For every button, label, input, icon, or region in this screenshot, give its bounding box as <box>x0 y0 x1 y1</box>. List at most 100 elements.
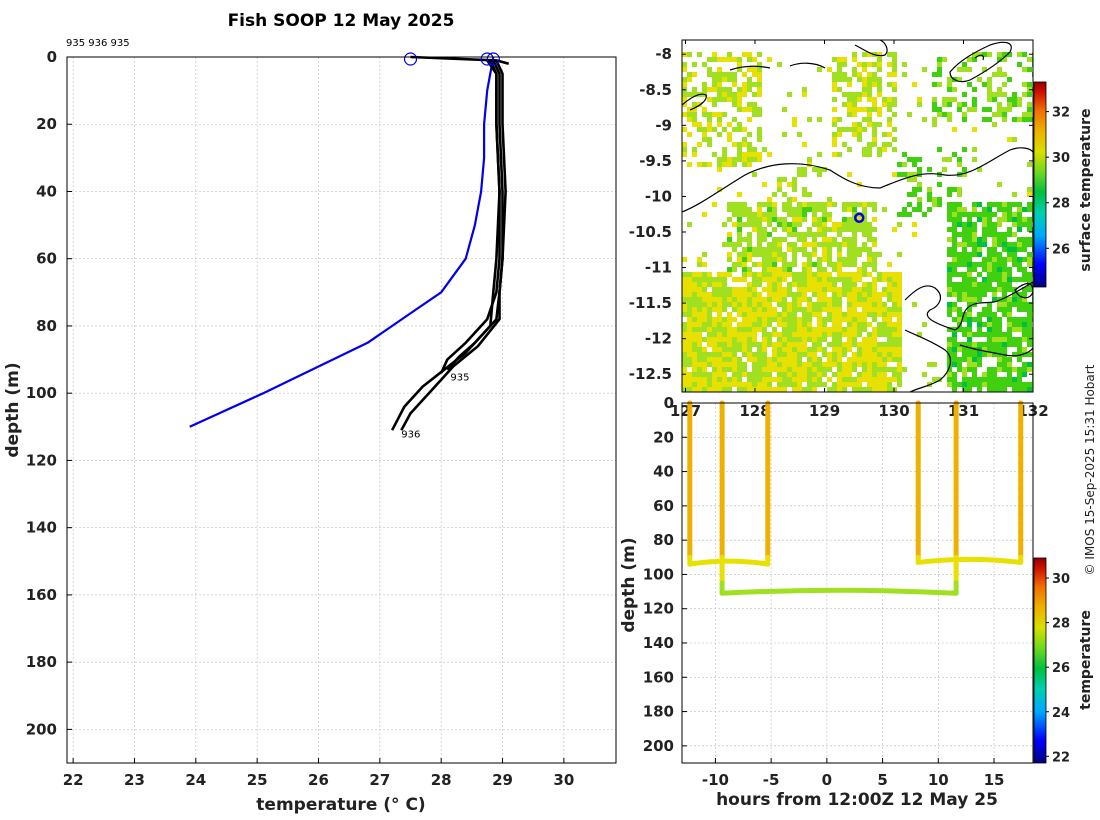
map-sst-pixel <box>847 222 852 227</box>
map-sst-pixel <box>727 162 732 167</box>
map-sst-pixel <box>952 252 957 257</box>
map-sst-pixel <box>852 387 857 392</box>
map-sst-pixel <box>842 317 847 322</box>
map-sst-pixel <box>952 207 957 212</box>
map-sst-pixel <box>912 232 917 237</box>
map-sst-pixel <box>852 252 857 257</box>
map-sst-pixel <box>817 242 822 247</box>
map-sst-pixel <box>1017 207 1022 212</box>
map-sst-pixel <box>947 247 952 252</box>
profile-y-tick-label: 20 <box>36 115 57 133</box>
map-sst-pixel <box>747 352 752 357</box>
map-sst-pixel <box>742 87 747 92</box>
map-sst-pixel <box>852 362 857 367</box>
map-sst-pixel <box>897 302 902 307</box>
map-sst-pixel <box>727 52 732 57</box>
map-sst-pixel <box>772 297 777 302</box>
map-sst-pixel <box>982 217 987 222</box>
map-sst-pixel <box>697 317 702 322</box>
map-sst-pixel <box>772 227 777 232</box>
map-sst-pixel <box>932 202 937 207</box>
map-sst-pixel <box>687 92 692 97</box>
map-sst-pixel <box>697 367 702 372</box>
map-sst-pixel <box>997 232 1002 237</box>
map-sst-pixel <box>737 152 742 157</box>
map-sst-pixel <box>857 122 862 127</box>
map-sst-pixel <box>1022 257 1027 262</box>
map-sst-pixel <box>797 237 802 242</box>
map-sst-pixel <box>822 337 827 342</box>
map-sst-pixel <box>1007 107 1012 112</box>
map-sst-pixel <box>702 62 707 67</box>
map-sst-pixel <box>832 322 837 327</box>
section-y-tick-label: 160 <box>643 668 674 686</box>
map-sst-pixel <box>972 157 977 162</box>
map-sst-pixel <box>707 127 712 132</box>
map-sst-pixel <box>887 332 892 337</box>
map-sst-pixel <box>947 202 952 207</box>
map-sst-pixel <box>872 382 877 387</box>
map-sst-pixel <box>882 102 887 107</box>
map-sst-pixel <box>807 252 812 257</box>
map-sst-pixel <box>687 297 692 302</box>
map-sst-pixel <box>877 332 882 337</box>
map-sst-pixel <box>827 332 832 337</box>
map-sst-pixel <box>992 277 997 282</box>
map-sst-pixel <box>872 302 877 307</box>
map-sst-pixel <box>887 367 892 372</box>
map-sst-pixel <box>962 332 967 337</box>
map-sst-pixel <box>817 327 822 332</box>
map-sst-pixel <box>687 332 692 337</box>
map-sst-pixel <box>942 112 947 117</box>
map-sst-pixel <box>707 317 712 322</box>
map-sst-pixel <box>987 317 992 322</box>
map-sst-pixel <box>1007 267 1012 272</box>
map-sst-pixel <box>777 247 782 252</box>
map-sst-pixel <box>817 382 822 387</box>
map-sst-pixel <box>752 367 757 372</box>
map-sst-pixel <box>1027 92 1032 97</box>
map-sst-pixel <box>742 262 747 267</box>
map-sst-pixel <box>1002 242 1007 247</box>
map-sst-pixel <box>707 307 712 312</box>
map-sst-pixel <box>747 272 752 277</box>
map-sst-pixel <box>932 72 937 77</box>
map-sst-pixel <box>957 292 962 297</box>
map-sst-pixel <box>882 347 887 352</box>
map-sst-pixel <box>967 382 972 387</box>
map-sst-pixel <box>817 262 822 267</box>
map-sst-pixel <box>817 292 822 297</box>
map-sst-pixel <box>1007 377 1012 382</box>
map-sst-pixel <box>807 257 812 262</box>
map-sst-pixel <box>832 107 837 112</box>
map-sst-pixel <box>752 382 757 387</box>
map-sst-pixel <box>892 172 897 177</box>
map-sst-pixel <box>822 217 827 222</box>
map-sst-pixel <box>827 257 832 262</box>
map-sst-pixel <box>762 317 767 322</box>
map-sst-pixel <box>757 77 762 82</box>
map-sst-pixel <box>992 287 997 292</box>
map-sst-pixel <box>952 337 957 342</box>
map-sst-pixel <box>857 327 862 332</box>
map-sst-pixel <box>877 277 882 282</box>
map-sst-pixel <box>687 287 692 292</box>
map-sst-pixel <box>792 367 797 372</box>
map-sst-pixel <box>1012 222 1017 227</box>
map-sst-pixel <box>742 362 747 367</box>
map-sst-pixel <box>997 252 1002 257</box>
map-sst-pixel <box>817 302 822 307</box>
map-sst-pixel <box>747 102 752 107</box>
map-sst-pixel <box>777 267 782 272</box>
map-sst-pixel <box>1007 327 1012 332</box>
profile-x-tick-label: 24 <box>185 771 206 789</box>
map-sst-pixel <box>1012 242 1017 247</box>
map-sst-pixel <box>812 232 817 237</box>
map-sst-pixel <box>847 127 852 132</box>
map-sst-pixel <box>1022 292 1027 297</box>
map-sst-pixel <box>1027 302 1032 307</box>
map-sst-pixel <box>1002 302 1007 307</box>
map-sst-pixel <box>867 347 872 352</box>
map-sst-pixel <box>832 347 837 352</box>
map-sst-pixel <box>727 232 732 237</box>
